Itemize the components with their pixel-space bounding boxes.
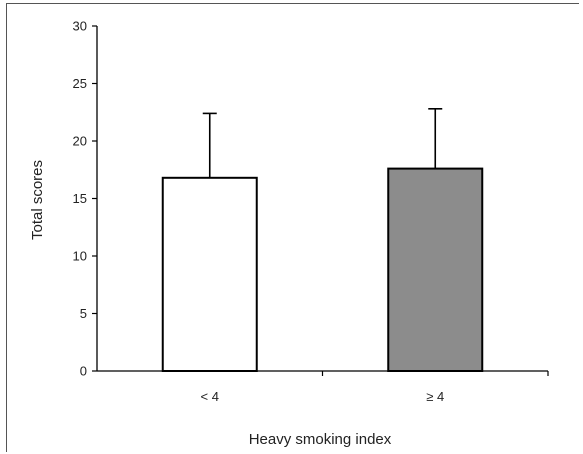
y-tick-label: 10 <box>73 249 87 264</box>
bar <box>387 167 484 372</box>
y-tick-label: 15 <box>73 191 87 206</box>
y-tick-label: 30 <box>73 19 87 34</box>
x-tick-label: ≥ 4 <box>426 389 444 404</box>
bar <box>161 176 258 372</box>
chart-frame <box>6 3 579 452</box>
x-axis-title: Heavy smoking index <box>249 431 392 448</box>
y-tick-label: 20 <box>73 134 87 149</box>
y-tick-label: 5 <box>80 306 87 321</box>
chart-marks <box>161 108 484 372</box>
y-tick-label: 25 <box>73 76 87 91</box>
y-tick-label: 0 <box>80 364 87 379</box>
x-tick-label: < 4 <box>201 389 219 404</box>
y-axis-title: Total scores <box>29 160 46 240</box>
